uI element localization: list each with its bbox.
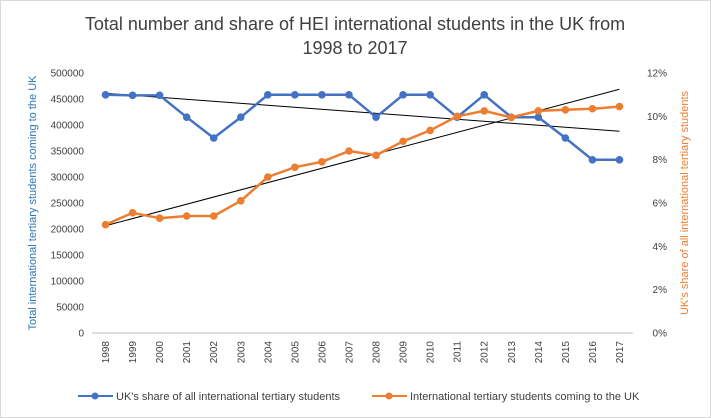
series-1-point — [588, 104, 597, 113]
series-1-point — [480, 107, 489, 115]
x-tick-label: 2005 — [290, 341, 301, 364]
series-1-point — [101, 220, 110, 229]
series-0-point — [264, 91, 272, 99]
chart-title-line1: Total number and share of HEI internatio… — [85, 14, 625, 34]
series-1-point — [561, 106, 570, 114]
series-0-point — [399, 91, 407, 99]
x-tick-label: 2012 — [480, 341, 491, 364]
series-1-point — [291, 163, 299, 172]
left-tick-label: 150000 — [51, 251, 85, 262]
series-0-point — [561, 134, 570, 142]
right-tick-label: 8% — [653, 155, 668, 166]
series-0-point — [480, 91, 489, 99]
series-1-point — [399, 137, 407, 146]
left-tick-label: 250000 — [51, 199, 85, 210]
x-tick-label: 2009 — [399, 341, 410, 364]
series-1-point — [534, 107, 543, 115]
x-tick-label: 2007 — [344, 341, 355, 364]
right-tick-label: 12% — [647, 69, 667, 80]
x-tick-label: 2003 — [236, 341, 247, 364]
left-tick-label: 0 — [78, 329, 84, 340]
x-tick-label: 2015 — [561, 341, 572, 364]
series-0-point — [345, 91, 353, 99]
legend-entry-students: International tertiary students coming t… — [372, 391, 640, 403]
series-0-point — [291, 91, 299, 99]
left-tick-label: 200000 — [51, 225, 85, 236]
left-tick-label: 100000 — [51, 277, 85, 288]
x-tick-label: 2006 — [317, 341, 328, 364]
left-tick-label: 400000 — [51, 121, 85, 132]
series-0-point — [588, 156, 597, 164]
left-tick-label: 350000 — [51, 147, 85, 158]
series-1-point — [236, 197, 245, 205]
series-0-point — [155, 91, 164, 100]
series-1-point — [507, 113, 516, 122]
series-line-1 — [104, 105, 620, 226]
legend: UK's share of all international tertiary… — [78, 391, 640, 403]
left-axis-label: Total international tertiary students co… — [27, 75, 39, 331]
series-1-point — [209, 212, 218, 220]
x-tick-label: 2004 — [263, 341, 274, 364]
x-tick-label: 2000 — [155, 341, 166, 364]
left-tick-label: 300000 — [51, 173, 85, 184]
series-0-point — [615, 156, 624, 164]
x-tick-label: 2011 — [453, 341, 464, 363]
series-0-point — [128, 91, 137, 100]
x-tick-label: 2016 — [588, 341, 599, 364]
legend-label-share: UK's share of all international tertiary… — [116, 391, 341, 403]
x-tick-label: 1998 — [101, 341, 112, 364]
chart-title-line2: 1998 to 2017 — [302, 38, 407, 58]
series-0-point — [318, 91, 326, 99]
series-0-point — [209, 134, 218, 142]
right-tick-label: 0% — [653, 329, 668, 340]
series-1-point — [372, 151, 380, 160]
right-tick-label: 4% — [653, 242, 668, 253]
series-0-point — [534, 113, 543, 121]
x-tick-label: 2013 — [507, 341, 518, 364]
series-1-point — [426, 126, 434, 135]
left-tick-label: 450000 — [51, 95, 85, 106]
right-tick-label: 10% — [647, 112, 667, 123]
trendline-0 — [105, 92, 620, 132]
series-1-point — [345, 147, 353, 155]
series-0-point — [236, 113, 245, 121]
series-1-point — [155, 214, 164, 222]
series-1-point — [264, 173, 272, 181]
x-tick-label: 2014 — [534, 341, 545, 364]
series-1-point — [318, 158, 326, 166]
series-1-point — [453, 112, 461, 121]
plot-area: 0 50000 100000 150000 200000 250000 300000 3500… — [51, 69, 667, 364]
series-line-0 — [105, 93, 620, 162]
x-tick-label: 2017 — [615, 341, 626, 364]
x-tick-label: 2010 — [426, 341, 437, 364]
legend-entry-share: UK's share of all international tertiary… — [78, 391, 341, 403]
series-1-point — [182, 212, 191, 220]
x-tick-label: 1999 — [128, 341, 139, 364]
series-0-point — [426, 91, 434, 99]
x-tick-label: 2002 — [209, 341, 220, 364]
right-tick-label: 2% — [653, 285, 668, 296]
legend-label-students: International tertiary students coming t… — [410, 391, 640, 403]
series-1-point — [615, 102, 624, 111]
x-tick-label: 2008 — [372, 341, 383, 364]
series-0-point — [372, 113, 380, 121]
x-tick-label: 2001 — [182, 341, 193, 364]
right-axis-label: UK's share of all international tertiary… — [679, 90, 691, 315]
left-tick-label: 500000 — [51, 69, 85, 80]
left-tick-label: 50000 — [56, 303, 84, 314]
series-0-point — [182, 113, 191, 121]
series-1-point — [128, 208, 137, 217]
series-0-point — [101, 91, 110, 99]
right-tick-label: 6% — [653, 199, 668, 210]
